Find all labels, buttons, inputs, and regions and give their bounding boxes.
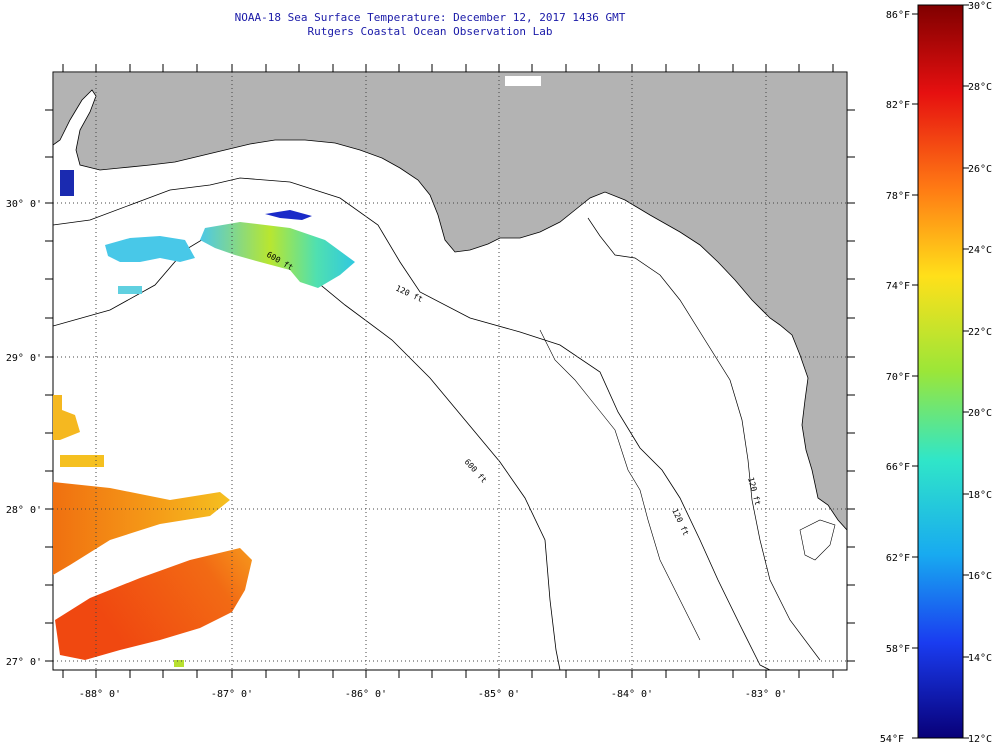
cb-c-30: 30°C [968, 1, 992, 12]
colorbar [917, 4, 964, 739]
sst-patch-strip [60, 455, 104, 467]
sst-patch-small [118, 286, 142, 294]
cb-f-82: 82°F [886, 100, 910, 111]
lat-label-27: 27° 0' [6, 657, 42, 668]
cb-f-70: 70°F [886, 372, 910, 383]
lon-label-83: -83° 0' [745, 689, 787, 700]
cb-f-58: 58°F [886, 644, 910, 655]
lat-label-30: 30° 0' [6, 199, 42, 210]
sst-patch-28n [53, 482, 230, 575]
sst-patch-north [200, 222, 355, 288]
lon-label-88: -88° 0' [79, 689, 121, 700]
lat-label-29: 29° 0' [6, 353, 42, 364]
cb-c-14: 14°C [968, 653, 992, 664]
cb-c-24: 24°C [968, 245, 992, 256]
contour-coastal-2 [539, 329, 701, 641]
cb-f-78: 78°F [886, 191, 910, 202]
cb-f-86: 86°F [886, 10, 910, 21]
contour-120ft [53, 177, 771, 670]
cb-c-18: 18°C [968, 490, 992, 501]
sst-patch-27n [55, 548, 252, 660]
cb-c-22: 22°C [968, 327, 992, 338]
cb-c-28: 28°C [968, 82, 992, 93]
cb-f-66: 66°F [886, 462, 910, 473]
sst-patch-blue-strip [265, 210, 312, 220]
sst-patch-blue-coast [60, 170, 74, 196]
sst-patch-west-edge [53, 395, 80, 440]
cb-f-74: 74°F [886, 281, 910, 292]
map-subtitle: Rutgers Coastal Ocean Observation Lab [307, 25, 553, 38]
lat-label-28: 28° 0' [6, 505, 42, 516]
lon-label-87: -87° 0' [211, 689, 253, 700]
lon-label-84: -84° 0' [611, 689, 653, 700]
colorbar-ticks [912, 4, 969, 739]
cb-f-54: 54°F [880, 734, 904, 745]
map-title: NOAA-18 Sea Surface Temperature: Decembe… [234, 11, 626, 24]
cb-f-62: 62°F [886, 553, 910, 564]
cb-c-16: 16°C [968, 571, 992, 582]
cb-c-12: 12°C [968, 734, 992, 745]
bay-area [799, 519, 836, 561]
land-mass [53, 72, 847, 531]
lon-label-85: -85° 0' [478, 689, 520, 700]
sst-patch-tiny [174, 660, 184, 667]
cb-c-26: 26°C [968, 164, 992, 175]
frame-ticks [45, 64, 855, 678]
cloud-patch [505, 76, 541, 86]
lon-label-86: -86° 0' [345, 689, 387, 700]
contour-600ft [53, 225, 561, 670]
graticule [53, 72, 847, 670]
sst-patch-northwest [105, 236, 195, 262]
contour-coastal [587, 217, 821, 661]
cb-c-20: 20°C [968, 408, 992, 419]
